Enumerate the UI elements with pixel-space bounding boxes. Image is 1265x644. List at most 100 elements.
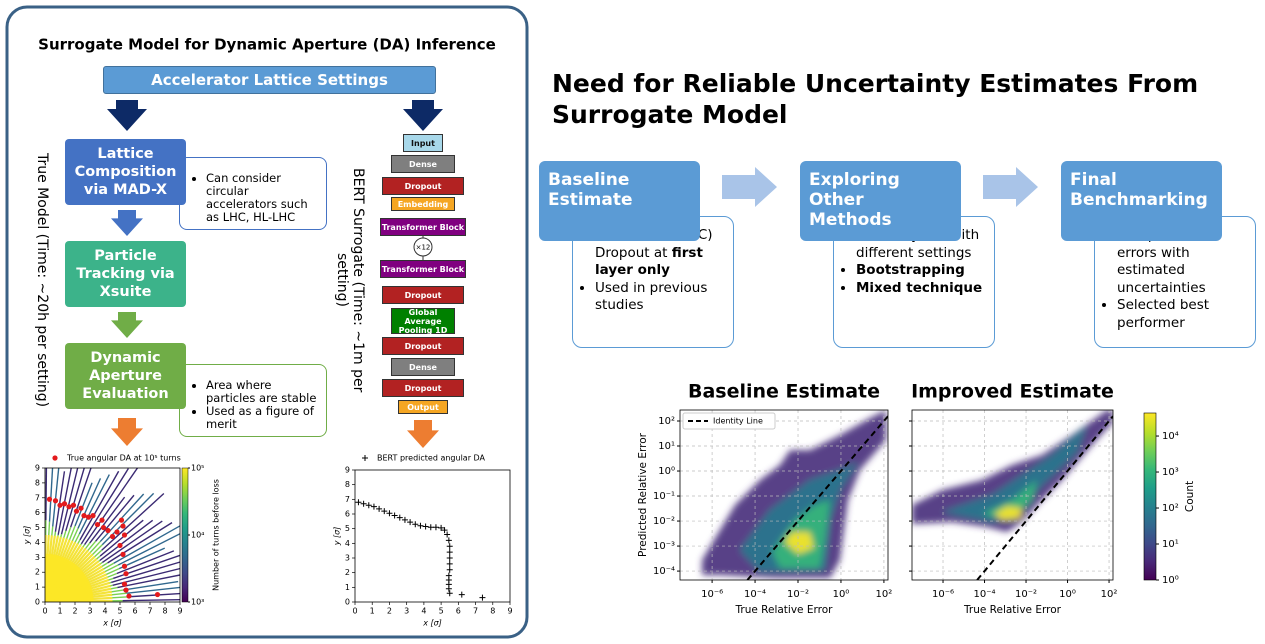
da-point <box>370 503 377 510</box>
plot-area <box>355 470 510 602</box>
tracking-ray <box>52 468 60 527</box>
tracking-ray <box>79 470 120 541</box>
x-tick-label: 9 <box>507 607 512 616</box>
da-point <box>120 551 126 557</box>
tracking-ray <box>45 468 48 521</box>
tracking-ray <box>109 592 127 596</box>
bert-layer: Embedding <box>391 197 455 211</box>
colorbar-tick-label: 10⁰ <box>1162 575 1179 586</box>
stage-arrow <box>983 167 1038 207</box>
stage-title: Baseline Estimate <box>548 170 633 210</box>
da-point <box>118 517 125 523</box>
stage-header: Final Benchmarking <box>1061 161 1222 241</box>
legend-box <box>682 412 776 430</box>
da-point <box>445 585 452 592</box>
da-point <box>121 563 128 569</box>
y-tick-label: 9 <box>35 464 40 473</box>
y-tick-label: 4 <box>345 539 350 548</box>
da-point <box>360 500 367 507</box>
x-tick-label: 10⁰ <box>833 589 850 600</box>
tracking-ray <box>78 474 110 535</box>
stage-bullet: Mixed technique <box>856 280 988 298</box>
tracking-ray <box>88 541 101 555</box>
da-point <box>446 549 453 556</box>
da-point <box>446 590 453 597</box>
stage-arrow <box>722 167 777 207</box>
tracking-ray <box>80 468 129 545</box>
colorbar-tick-label: 10³ <box>1162 467 1179 478</box>
x-tick-label: 2 <box>72 607 77 616</box>
y-tick-label: 5 <box>35 523 40 532</box>
da-point <box>114 529 120 535</box>
x-tick-label: 5 <box>117 607 122 616</box>
y-tick-label: 9 <box>345 466 350 475</box>
note-item: Area where particles are stable <box>206 379 320 405</box>
note-list: Area where particles are stableUsed as a… <box>180 365 326 431</box>
da-point <box>120 523 126 529</box>
density-region <box>912 410 1113 532</box>
y-tick-label: 6 <box>345 510 350 519</box>
bert-layer: Dropout <box>382 379 464 397</box>
bert-layer: Dense <box>391 358 455 376</box>
x-tick-label: 10⁻² <box>1015 589 1037 600</box>
input-box: Accelerator Lattice Settings <box>103 66 436 94</box>
note-item: Used as a figure of merit <box>206 405 320 431</box>
da-point <box>46 496 53 502</box>
bert-layer: Transformer Block <box>380 260 466 278</box>
stage-header: Exploring Other Methods <box>800 161 961 241</box>
true-model-label: True Model (Time: ~20h per setting) <box>34 152 50 408</box>
y-tick-label: 10² <box>658 416 675 427</box>
y-axis-label: y [σ] <box>23 526 32 546</box>
da-point <box>100 524 107 531</box>
tracking-ray <box>54 471 66 532</box>
y-axis-label: Predicted Relative Error <box>637 432 649 557</box>
flow-arrow <box>111 418 143 446</box>
da-point <box>386 510 393 517</box>
da-point <box>355 499 362 506</box>
da-point <box>444 531 451 538</box>
da-point <box>381 508 388 515</box>
tracking-ray <box>102 564 119 574</box>
y-tick-label: 8 <box>345 480 350 489</box>
bullet-text: Mixed technique <box>856 279 983 296</box>
tracking-ray <box>60 468 79 535</box>
y-tick-label: 2 <box>345 568 350 577</box>
da-point <box>376 505 383 512</box>
x-tick-label: 3 <box>404 607 409 616</box>
tracking-ray <box>99 519 154 561</box>
plot-frame <box>44 467 181 603</box>
y-tick-label: 4 <box>35 538 40 547</box>
legend-label: True angular DA at 10⁵ turns <box>66 454 181 463</box>
tracking-ray <box>126 586 180 594</box>
y-tick-label: 10⁻² <box>653 516 675 527</box>
x-tick-label: 1 <box>57 607 62 616</box>
x-tick-label: 0 <box>352 607 357 616</box>
x-tick-label: 10⁻⁶ <box>932 589 954 600</box>
legend-label: BERT predicted angular DA <box>377 454 486 463</box>
bert-layer: Output <box>398 400 448 414</box>
flow-arrow <box>111 312 143 338</box>
colorbar-label: Count <box>1184 481 1196 512</box>
stage-bullet: Used in previous studies <box>595 280 727 315</box>
panel-frame <box>911 409 1114 581</box>
legend-label: Identity Line <box>713 417 763 426</box>
da-point <box>391 512 398 519</box>
colorbar <box>181 467 189 603</box>
da-point <box>412 521 419 528</box>
x-axis-label: True Relative Error <box>963 604 1062 616</box>
bullet-text: Used in previous studies <box>595 279 708 314</box>
repeat-circle <box>413 237 433 257</box>
colorbar-tick-label: 10¹ <box>1162 539 1179 550</box>
legend-marker <box>362 455 368 461</box>
tracking-ray <box>126 592 180 598</box>
y-tick-label: 10⁻³ <box>653 541 675 552</box>
surrogate-label: BERT Surrogate (Time: ~1m per setting) <box>334 167 366 393</box>
colorbar-tick-label: 10⁴ <box>1162 431 1179 442</box>
da-point <box>121 532 128 538</box>
da-point <box>94 521 101 528</box>
y-tick-label: 3 <box>35 553 40 562</box>
tracking-ray <box>57 468 72 535</box>
panel-title: Baseline Estimate <box>688 381 880 403</box>
x-tick-label: 10⁰ <box>1059 589 1076 600</box>
y-tick-label: 3 <box>345 554 350 563</box>
